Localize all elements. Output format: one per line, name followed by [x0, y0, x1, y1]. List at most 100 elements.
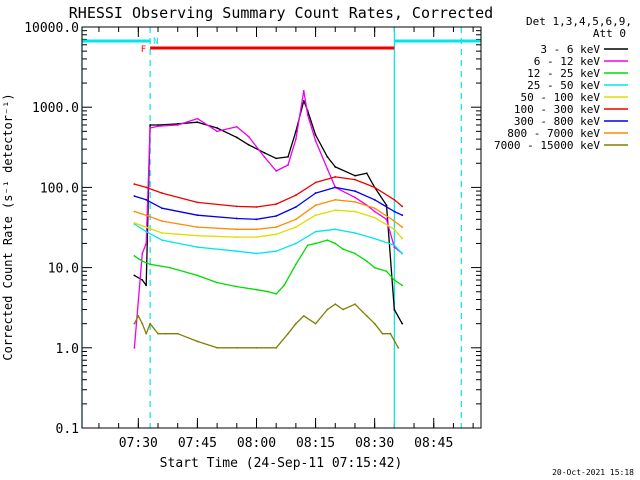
- series-point: [354, 232, 356, 234]
- series-point: [137, 314, 140, 317]
- series-point: [267, 290, 270, 293]
- series-point: [334, 186, 337, 189]
- legend-header-line-1: Det 1,3,4,5,6,9,: [526, 15, 632, 28]
- series-point: [161, 232, 163, 234]
- legend-entry-label: 50 - 100 keV: [521, 91, 601, 104]
- series-point: [354, 174, 356, 177]
- series-point: [393, 244, 396, 247]
- series-point: [216, 127, 219, 129]
- series-line-100-300keV-kev: [134, 176, 403, 208]
- series-point: [161, 220, 163, 223]
- series-point: [314, 230, 317, 233]
- x-tick-label: 08:30: [355, 436, 394, 451]
- series-point: [176, 124, 179, 126]
- series-point: [365, 260, 368, 263]
- series-point: [255, 218, 258, 221]
- series-point: [176, 332, 179, 335]
- series-point: [263, 156, 266, 158]
- series-point: [314, 192, 317, 194]
- series-point: [145, 186, 148, 189]
- series-point: [365, 314, 368, 317]
- chart-title: RHESSI Observing Summary Count Rates, Co…: [69, 4, 493, 22]
- y-tick-label: 10000.0: [24, 21, 79, 36]
- series-point: [306, 244, 309, 247]
- series-point: [235, 125, 238, 128]
- series-point: [145, 230, 148, 233]
- series-point: [393, 246, 396, 249]
- series-point: [275, 250, 278, 253]
- series-point: [133, 274, 136, 277]
- legend-entry-label: 3 - 6 keV: [540, 43, 600, 56]
- series-point: [334, 166, 337, 168]
- series-point: [161, 192, 163, 194]
- series-point: [354, 190, 356, 192]
- series-point: [334, 176, 337, 178]
- x-tick-label: 08:45: [414, 436, 453, 451]
- series-point: [354, 303, 356, 306]
- series-point: [342, 248, 345, 251]
- series-point: [397, 346, 400, 349]
- legend-entry-label: 6 - 12 keV: [534, 55, 601, 68]
- series-point: [393, 308, 396, 311]
- x-tick-label: 08:15: [296, 436, 335, 451]
- series-point: [149, 263, 152, 266]
- series-point: [314, 204, 317, 207]
- series-point: [196, 226, 199, 228]
- series-point: [401, 237, 404, 240]
- series-point: [294, 194, 297, 197]
- series-point: [161, 239, 163, 242]
- series-point: [294, 206, 297, 208]
- plot-area: 10000.0 1000.0 100.0 10.0 1.0 0.1 07:30 07:45 08…: [24, 21, 482, 451]
- night-flag-label: N: [153, 37, 158, 47]
- series-point: [133, 195, 136, 197]
- series-point: [255, 236, 258, 239]
- series-point: [164, 332, 167, 335]
- series-point: [326, 156, 329, 158]
- series-point: [275, 346, 278, 349]
- series-point: [235, 285, 238, 288]
- series-point: [275, 292, 278, 295]
- series-point: [216, 281, 219, 284]
- legend-entry-label: 800 - 7000 keV: [507, 127, 600, 140]
- x-tick-label: 07:30: [119, 436, 158, 451]
- series-point: [314, 322, 317, 325]
- series-point: [302, 314, 305, 317]
- series-point: [247, 135, 250, 138]
- series-point: [385, 218, 388, 221]
- series-point: [294, 322, 297, 325]
- legend-entry-label: 100 - 300 keV: [514, 103, 600, 116]
- series-point: [314, 140, 317, 142]
- y-tick-label: 100.0: [40, 181, 79, 196]
- series-point: [306, 114, 309, 116]
- series-point: [157, 332, 159, 335]
- series-point: [145, 242, 148, 245]
- series-point: [326, 308, 329, 311]
- series-point: [133, 183, 136, 185]
- series-line-25-50keV-kev: [134, 223, 403, 255]
- flare-flag-label: F: [141, 45, 146, 55]
- series-point: [145, 332, 148, 335]
- series-point: [393, 198, 396, 201]
- series-point: [141, 252, 144, 255]
- series-point: [334, 209, 337, 212]
- series-point: [196, 214, 199, 217]
- series-point: [196, 274, 199, 277]
- series-point: [401, 226, 404, 228]
- series-point: [196, 201, 199, 204]
- series-point: [145, 214, 148, 217]
- series-point: [373, 207, 376, 210]
- series-point: [354, 196, 356, 199]
- series-point: [334, 198, 337, 201]
- series-point: [373, 216, 376, 219]
- series-point: [302, 99, 305, 102]
- legend-entry-label: 7000 - 15000 keV: [494, 139, 600, 152]
- series-point: [302, 89, 305, 92]
- series-point: [393, 279, 396, 281]
- generation-timestamp: 20-Oct-2021 15:18: [552, 468, 634, 477]
- series-point: [145, 284, 148, 287]
- y-tick-label: 10.0: [48, 262, 79, 277]
- series-point: [216, 346, 219, 349]
- series-point: [326, 168, 329, 170]
- series-point: [275, 203, 278, 205]
- series-point: [133, 222, 136, 224]
